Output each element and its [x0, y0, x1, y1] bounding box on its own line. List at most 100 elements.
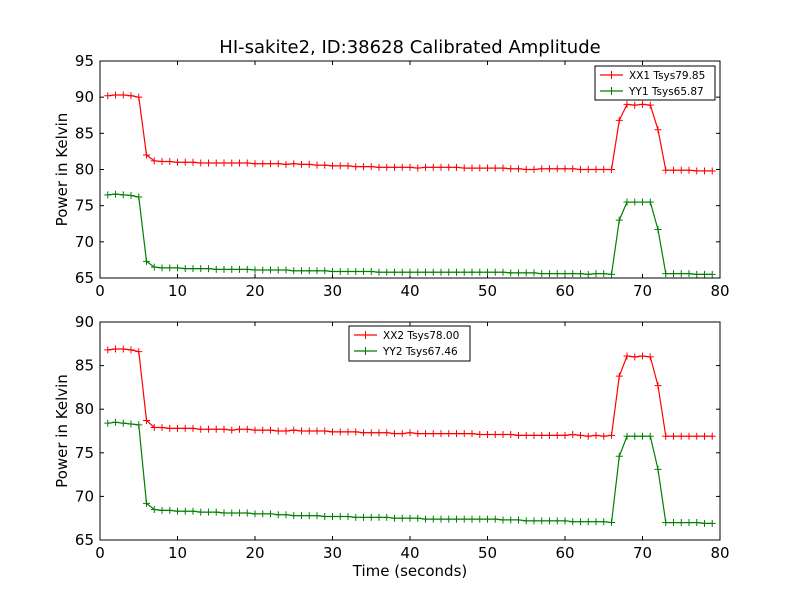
legend-marker [361, 331, 370, 339]
data-point-marker [391, 430, 398, 438]
data-point-marker [608, 519, 615, 527]
legend: XX1 Tsys79.85 YY1 Tsys65.87 [594, 65, 716, 101]
data-point-marker [259, 266, 267, 274]
data-point-marker [693, 432, 701, 440]
data-point-marker [150, 263, 158, 271]
legend-box [594, 65, 716, 101]
data-point-marker [414, 514, 422, 522]
data-point-marker [236, 425, 243, 433]
data-point-marker [352, 513, 360, 521]
data-point-marker [693, 270, 701, 278]
data-point-marker [670, 166, 677, 174]
data-point-marker [274, 266, 282, 274]
legend-marker [607, 87, 616, 95]
data-point-marker [662, 432, 670, 440]
data-point-marker [383, 429, 391, 437]
data-point-marker [445, 268, 453, 276]
data-point-marker [530, 517, 538, 525]
data-point-marker [654, 382, 662, 390]
data-point-marker [468, 164, 476, 172]
data-point-marker [592, 431, 600, 439]
data-point-marker [445, 515, 453, 523]
data-point-marker [515, 165, 522, 173]
data-point-marker [546, 165, 553, 173]
data-point-marker [615, 452, 623, 460]
data-point-marker [499, 430, 507, 438]
data-point-marker [243, 265, 251, 273]
data-point-marker [367, 163, 375, 171]
data-point-marker [282, 266, 290, 274]
data-point-marker [135, 348, 143, 356]
y-tick-label: 90 [75, 313, 94, 331]
x-tick-label: 60 [555, 282, 574, 300]
data-point-marker [685, 519, 693, 527]
y-tick-label: 75 [75, 197, 94, 215]
data-point-marker [236, 159, 243, 167]
legend-marker [607, 71, 616, 79]
data-point-marker [112, 91, 119, 99]
data-point-marker [329, 162, 336, 170]
data-point-marker [662, 519, 670, 527]
data-point-marker [538, 270, 546, 278]
data-point-marker [538, 431, 546, 439]
plot-panel-1: 0 10 20 30 40 50 60 70 80 65 70 75 80 85 90 95 Power in … [53, 52, 730, 300]
x-tick-label: 0 [95, 544, 105, 562]
data-point-marker [515, 516, 522, 524]
data-point-marker [197, 508, 205, 516]
data-point-marker [615, 372, 623, 380]
data-point-marker [259, 426, 267, 434]
data-point-marker [553, 517, 561, 525]
data-point-marker [600, 518, 608, 526]
data-point-marker [205, 159, 212, 167]
data-point-marker [677, 166, 685, 174]
data-point-marker [484, 268, 491, 276]
data-point-marker [561, 270, 569, 278]
data-point-marker [251, 160, 259, 168]
x-tick-label: 70 [633, 282, 652, 300]
data-point-marker [491, 430, 499, 438]
data-point-marker [298, 267, 305, 275]
data-point-marker [646, 101, 654, 109]
data-point-marker [708, 519, 716, 527]
data-point-marker [298, 427, 305, 435]
data-point-marker [236, 265, 243, 273]
data-point-marker [406, 163, 414, 171]
data-point-marker [608, 431, 615, 439]
data-point-marker [150, 157, 158, 165]
legend: XX2 Tsys78.00 YY2 Tsys67.46 [348, 325, 471, 362]
data-point-marker [135, 93, 143, 101]
x-tick-label: 10 [168, 282, 187, 300]
data-point-marker [685, 432, 693, 440]
data-point-marker [553, 431, 561, 439]
data-point-marker [476, 515, 484, 523]
data-point-marker [267, 510, 274, 518]
data-point-marker [158, 506, 166, 514]
data-point-marker [243, 425, 251, 433]
panels: 0 10 20 30 40 50 60 70 80 65 70 75 80 85 90 95 Power in … [53, 52, 730, 580]
x-tick-label: 10 [168, 544, 187, 562]
data-point-marker [639, 100, 646, 108]
x-tick-label: 30 [323, 282, 342, 300]
data-point-marker [453, 515, 460, 523]
data-point-marker [360, 267, 367, 275]
data-point-marker [282, 427, 290, 435]
data-point-marker [677, 270, 685, 278]
data-point-marker [344, 267, 352, 275]
data-point-marker [166, 264, 174, 272]
data-point-marker [375, 163, 383, 171]
data-point-marker [212, 265, 220, 273]
data-point-marker [654, 465, 662, 473]
data-point-marker [584, 518, 592, 526]
data-point-marker [321, 427, 329, 435]
legend-label: XX2 Tsys78.00 [383, 330, 459, 342]
data-point-marker [212, 159, 220, 167]
data-point-marker [484, 515, 491, 523]
data-point-marker [174, 264, 181, 272]
data-point-marker [367, 513, 375, 521]
data-point-marker [615, 216, 623, 224]
data-point-marker [670, 432, 677, 440]
legend-label: YY2 Tsys67.46 [382, 346, 458, 358]
data-point-marker [329, 267, 336, 275]
x-tick-label: 40 [400, 544, 419, 562]
data-point-marker [445, 163, 453, 171]
